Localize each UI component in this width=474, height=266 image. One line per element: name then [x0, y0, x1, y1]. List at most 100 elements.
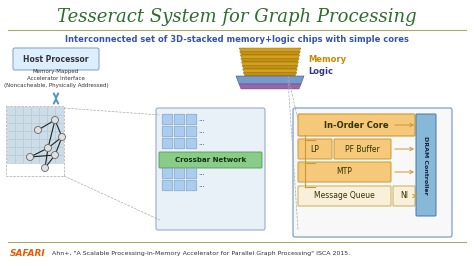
Polygon shape [239, 48, 301, 52]
FancyBboxPatch shape [8, 107, 16, 115]
FancyBboxPatch shape [156, 108, 265, 230]
FancyBboxPatch shape [55, 131, 64, 139]
FancyBboxPatch shape [39, 156, 47, 164]
FancyBboxPatch shape [31, 123, 39, 131]
FancyBboxPatch shape [31, 115, 39, 123]
FancyBboxPatch shape [24, 156, 31, 164]
FancyBboxPatch shape [186, 114, 197, 125]
Circle shape [52, 152, 58, 159]
Circle shape [45, 144, 52, 152]
FancyBboxPatch shape [39, 123, 47, 131]
FancyBboxPatch shape [162, 180, 173, 191]
FancyBboxPatch shape [159, 152, 262, 168]
Text: Tesseract System for Graph Processing: Tesseract System for Graph Processing [57, 8, 417, 26]
Text: ...: ... [198, 170, 205, 176]
FancyBboxPatch shape [39, 148, 47, 156]
FancyBboxPatch shape [174, 138, 185, 149]
FancyBboxPatch shape [8, 131, 16, 139]
Text: Crossbar Network: Crossbar Network [175, 157, 246, 163]
FancyBboxPatch shape [55, 148, 64, 156]
FancyBboxPatch shape [24, 115, 31, 123]
Text: Memory: Memory [308, 56, 346, 64]
FancyBboxPatch shape [174, 180, 185, 191]
FancyBboxPatch shape [39, 131, 47, 139]
FancyBboxPatch shape [16, 107, 24, 115]
FancyBboxPatch shape [31, 131, 39, 139]
FancyBboxPatch shape [298, 139, 332, 159]
Text: ...: ... [198, 116, 205, 122]
Text: LP: LP [310, 144, 319, 153]
Text: Host Processor: Host Processor [23, 55, 89, 64]
FancyBboxPatch shape [24, 148, 31, 156]
FancyBboxPatch shape [16, 123, 24, 131]
Polygon shape [239, 84, 301, 89]
FancyBboxPatch shape [24, 107, 31, 115]
Text: Memory-Mapped
Accelerator Interface
(Noncacheable, Physically Addressed): Memory-Mapped Accelerator Interface (Non… [4, 69, 109, 88]
Text: NI: NI [400, 192, 408, 201]
Circle shape [58, 134, 65, 140]
FancyBboxPatch shape [55, 139, 64, 148]
Text: ...: ... [198, 182, 205, 188]
Text: SAFARI: SAFARI [10, 248, 46, 257]
FancyBboxPatch shape [298, 186, 391, 206]
FancyBboxPatch shape [47, 107, 55, 115]
FancyBboxPatch shape [8, 139, 16, 148]
FancyBboxPatch shape [162, 126, 173, 137]
Polygon shape [241, 62, 299, 65]
FancyBboxPatch shape [24, 131, 31, 139]
FancyBboxPatch shape [47, 156, 55, 164]
FancyBboxPatch shape [393, 186, 415, 206]
FancyBboxPatch shape [162, 114, 173, 125]
FancyBboxPatch shape [186, 138, 197, 149]
FancyBboxPatch shape [24, 139, 31, 148]
Text: Ahn+, "A Scalable Processing-in-Memory Accelerator for Parallel Graph Processing: Ahn+, "A Scalable Processing-in-Memory A… [52, 251, 350, 256]
FancyBboxPatch shape [13, 48, 99, 70]
Polygon shape [243, 69, 297, 73]
Text: MTP: MTP [336, 168, 352, 177]
Text: ...: ... [198, 128, 205, 134]
Text: PF Buffer: PF Buffer [345, 144, 379, 153]
FancyBboxPatch shape [298, 114, 415, 136]
Circle shape [42, 164, 48, 172]
FancyBboxPatch shape [174, 126, 185, 137]
FancyBboxPatch shape [16, 131, 24, 139]
FancyBboxPatch shape [186, 180, 197, 191]
FancyBboxPatch shape [31, 107, 39, 115]
FancyBboxPatch shape [39, 115, 47, 123]
FancyBboxPatch shape [416, 114, 436, 216]
FancyBboxPatch shape [16, 156, 24, 164]
Polygon shape [241, 59, 299, 62]
FancyBboxPatch shape [47, 115, 55, 123]
Text: Message Queue: Message Queue [314, 192, 374, 201]
FancyBboxPatch shape [16, 139, 24, 148]
FancyBboxPatch shape [55, 115, 64, 123]
FancyBboxPatch shape [186, 126, 197, 137]
Text: Interconnected set of 3D-stacked memory+logic chips with simple cores: Interconnected set of 3D-stacked memory+… [65, 35, 409, 44]
FancyBboxPatch shape [16, 115, 24, 123]
Text: ...: ... [198, 140, 205, 146]
FancyBboxPatch shape [162, 168, 173, 179]
FancyBboxPatch shape [298, 162, 391, 182]
Polygon shape [243, 73, 297, 76]
FancyBboxPatch shape [8, 115, 16, 123]
FancyBboxPatch shape [8, 123, 16, 131]
FancyBboxPatch shape [334, 139, 391, 159]
Polygon shape [239, 52, 301, 55]
FancyBboxPatch shape [162, 138, 173, 149]
Text: Logic: Logic [308, 68, 333, 77]
FancyBboxPatch shape [174, 168, 185, 179]
FancyBboxPatch shape [31, 156, 39, 164]
FancyBboxPatch shape [39, 107, 47, 115]
FancyBboxPatch shape [47, 148, 55, 156]
FancyBboxPatch shape [8, 156, 16, 164]
FancyBboxPatch shape [47, 139, 55, 148]
FancyBboxPatch shape [55, 123, 64, 131]
FancyBboxPatch shape [16, 148, 24, 156]
Polygon shape [240, 55, 300, 59]
FancyBboxPatch shape [55, 107, 64, 115]
FancyBboxPatch shape [39, 139, 47, 148]
FancyBboxPatch shape [8, 148, 16, 156]
FancyBboxPatch shape [293, 108, 452, 237]
FancyBboxPatch shape [24, 123, 31, 131]
Polygon shape [236, 76, 304, 84]
